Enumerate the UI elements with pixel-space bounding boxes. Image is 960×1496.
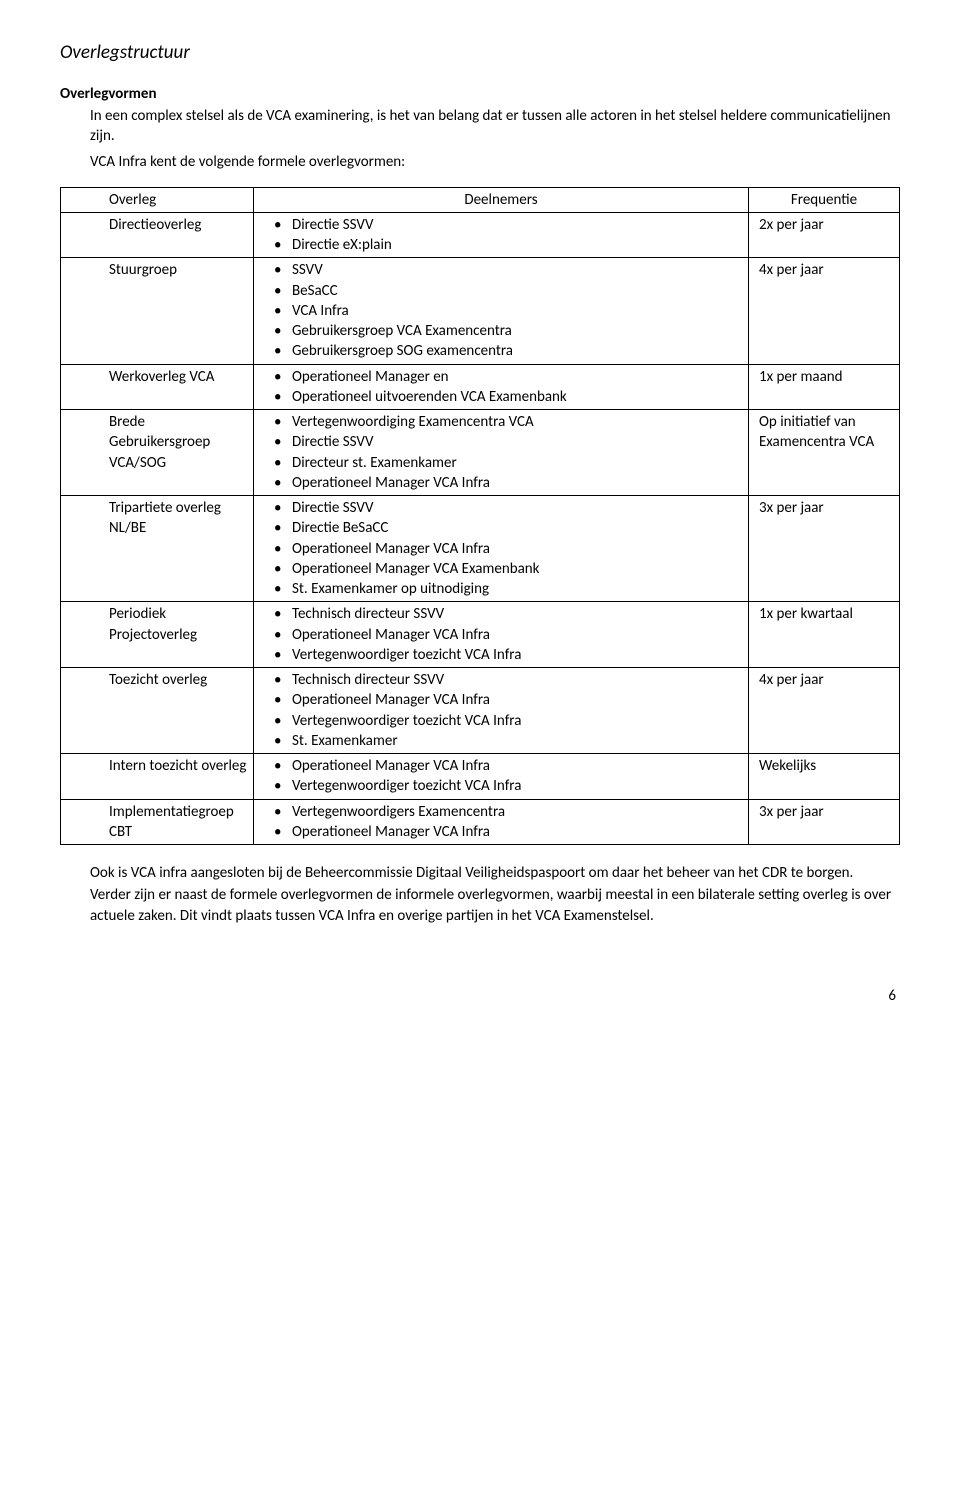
deelnemer-item: Directeur st. Examenkamer — [264, 453, 742, 473]
intro-line: VCA Infra kent de volgende formele overl… — [60, 152, 900, 172]
deelnemers-cell: SSVVBeSaCCVCA InfraGebruikersgroep VCA E… — [253, 258, 748, 364]
frequentie-cell: 1x per maand — [748, 364, 899, 410]
outro-line: Ook is VCA infra aangesloten bij de Behe… — [90, 863, 900, 883]
table-row: Brede Gebruikersgroep VCA/SOGVertegenwoo… — [61, 410, 900, 496]
deelnemer-item: Directie SSVV — [264, 498, 742, 518]
deelnemer-item: Directie BeSaCC — [264, 518, 742, 538]
table-header: Overleg — [61, 187, 254, 212]
deelnemers-cell: Technisch directeur SSVVOperationeel Man… — [253, 668, 748, 754]
overleg-cell: Toezicht overleg — [61, 668, 254, 754]
deelnemer-item: Operationeel Manager VCA Infra — [264, 822, 742, 842]
deelnemers-cell: Vertegenwoordiging Examencentra VCADirec… — [253, 410, 748, 496]
page-title: Overlegstructuur — [60, 40, 900, 66]
table-row: Periodiek ProjectoverlegTechnisch direct… — [61, 602, 900, 668]
frequentie-cell: Wekelijks — [748, 754, 899, 800]
overleg-cell: Implementatiegroep CBT — [61, 799, 254, 845]
overleg-cell: Intern toezicht overleg — [61, 754, 254, 800]
overleg-cell: Directieoverleg — [61, 212, 254, 258]
deelnemer-item: Operationeel Manager VCA Infra — [264, 625, 742, 645]
deelnemers-cell: Directie SSVVDirectie eX:plain — [253, 212, 748, 258]
frequentie-cell: 3x per jaar — [748, 496, 899, 602]
intro-line: In een complex stelsel als de VCA examin… — [60, 106, 900, 147]
table-row: Tripartiete overleg NL/BEDirectie SSVVDi… — [61, 496, 900, 602]
deelnemer-item: Operationeel Manager en — [264, 367, 742, 387]
table-header: Deelnemers — [253, 187, 748, 212]
overleg-cell: Stuurgroep — [61, 258, 254, 364]
deelnemer-item: Vertegenwoordiging Examencentra VCA — [264, 412, 742, 432]
deelnemers-cell: Technisch directeur SSVVOperationeel Man… — [253, 602, 748, 668]
outro-block: Ook is VCA infra aangesloten bij de Behe… — [60, 863, 900, 926]
table-row: StuurgroepSSVVBeSaCCVCA InfraGebruikersg… — [61, 258, 900, 364]
deelnemer-item: Vertegenwoordiger toezicht VCA Infra — [264, 645, 742, 665]
deelnemer-item: Vertegenwoordiger toezicht VCA Infra — [264, 711, 742, 731]
intro-block: Overlegvormen In een complex stelsel als… — [60, 84, 900, 173]
deelnemer-item: Technisch directeur SSVV — [264, 670, 742, 690]
overleg-cell: Tripartiete overleg NL/BE — [61, 496, 254, 602]
frequentie-cell: 2x per jaar — [748, 212, 899, 258]
deelnemer-item: VCA Infra — [264, 301, 742, 321]
deelnemer-item: Vertegenwoordigers Examencentra — [264, 802, 742, 822]
deelnemer-item: St. Examenkamer op uitnodiging — [264, 579, 742, 599]
table-row: DirectieoverlegDirectie SSVVDirectie eX:… — [61, 212, 900, 258]
deelnemer-item: Gebruikersgroep VCA Examencentra — [264, 321, 742, 341]
table-row: Toezicht overlegTechnisch directeur SSVV… — [61, 668, 900, 754]
deelnemer-item: Operationeel Manager VCA Examenbank — [264, 559, 742, 579]
table-row: Intern toezicht overlegOperationeel Mana… — [61, 754, 900, 800]
deelnemer-item: Directie SSVV — [264, 215, 742, 235]
deelnemer-item: Operationeel Manager VCA Infra — [264, 473, 742, 493]
deelnemer-item: Operationeel uitvoerenden VCA Examenbank — [264, 387, 742, 407]
deelnemers-cell: Operationeel Manager VCA InfraVertegenwo… — [253, 754, 748, 800]
frequentie-cell: 3x per jaar — [748, 799, 899, 845]
deelnemer-item: Directie eX:plain — [264, 235, 742, 255]
deelnemer-item: Gebruikersgroep SOG examencentra — [264, 341, 742, 361]
deelnemer-item: St. Examenkamer — [264, 731, 742, 751]
table-header: Frequentie — [748, 187, 899, 212]
deelnemer-item: Directie SSVV — [264, 432, 742, 452]
deelnemers-cell: Vertegenwoordigers ExamencentraOperation… — [253, 799, 748, 845]
deelnemers-cell: Operationeel Manager enOperationeel uitv… — [253, 364, 748, 410]
table-row: Implementatiegroep CBTVertegenwoordigers… — [61, 799, 900, 845]
deelnemer-item: Vertegenwoordiger toezicht VCA Infra — [264, 776, 742, 796]
frequentie-cell: 4x per jaar — [748, 668, 899, 754]
deelnemer-item: BeSaCC — [264, 281, 742, 301]
deelnemer-item: Technisch directeur SSVV — [264, 604, 742, 624]
table-row: Werkoverleg VCAOperationeel Manager enOp… — [61, 364, 900, 410]
deelnemers-cell: Directie SSVVDirectie BeSaCCOperationeel… — [253, 496, 748, 602]
page-number: 6 — [60, 986, 900, 1006]
overleg-cell: Werkoverleg VCA — [61, 364, 254, 410]
deelnemer-item: Operationeel Manager VCA Infra — [264, 690, 742, 710]
overleg-table: Overleg Deelnemers Frequentie Directieov… — [60, 187, 900, 846]
overleg-cell: Brede Gebruikersgroep VCA/SOG — [61, 410, 254, 496]
table-header-row: Overleg Deelnemers Frequentie — [61, 187, 900, 212]
deelnemer-item: Operationeel Manager VCA Infra — [264, 756, 742, 776]
sub-heading: Overlegvormen — [60, 84, 900, 104]
frequentie-cell: Op initiatief van Examencentra VCA — [748, 410, 899, 496]
outro-line: Verder zijn er naast de formele overlegv… — [90, 885, 900, 926]
overleg-cell: Periodiek Projectoverleg — [61, 602, 254, 668]
deelnemer-item: SSVV — [264, 260, 742, 280]
frequentie-cell: 1x per kwartaal — [748, 602, 899, 668]
frequentie-cell: 4x per jaar — [748, 258, 899, 364]
deelnemer-item: Operationeel Manager VCA Infra — [264, 539, 742, 559]
